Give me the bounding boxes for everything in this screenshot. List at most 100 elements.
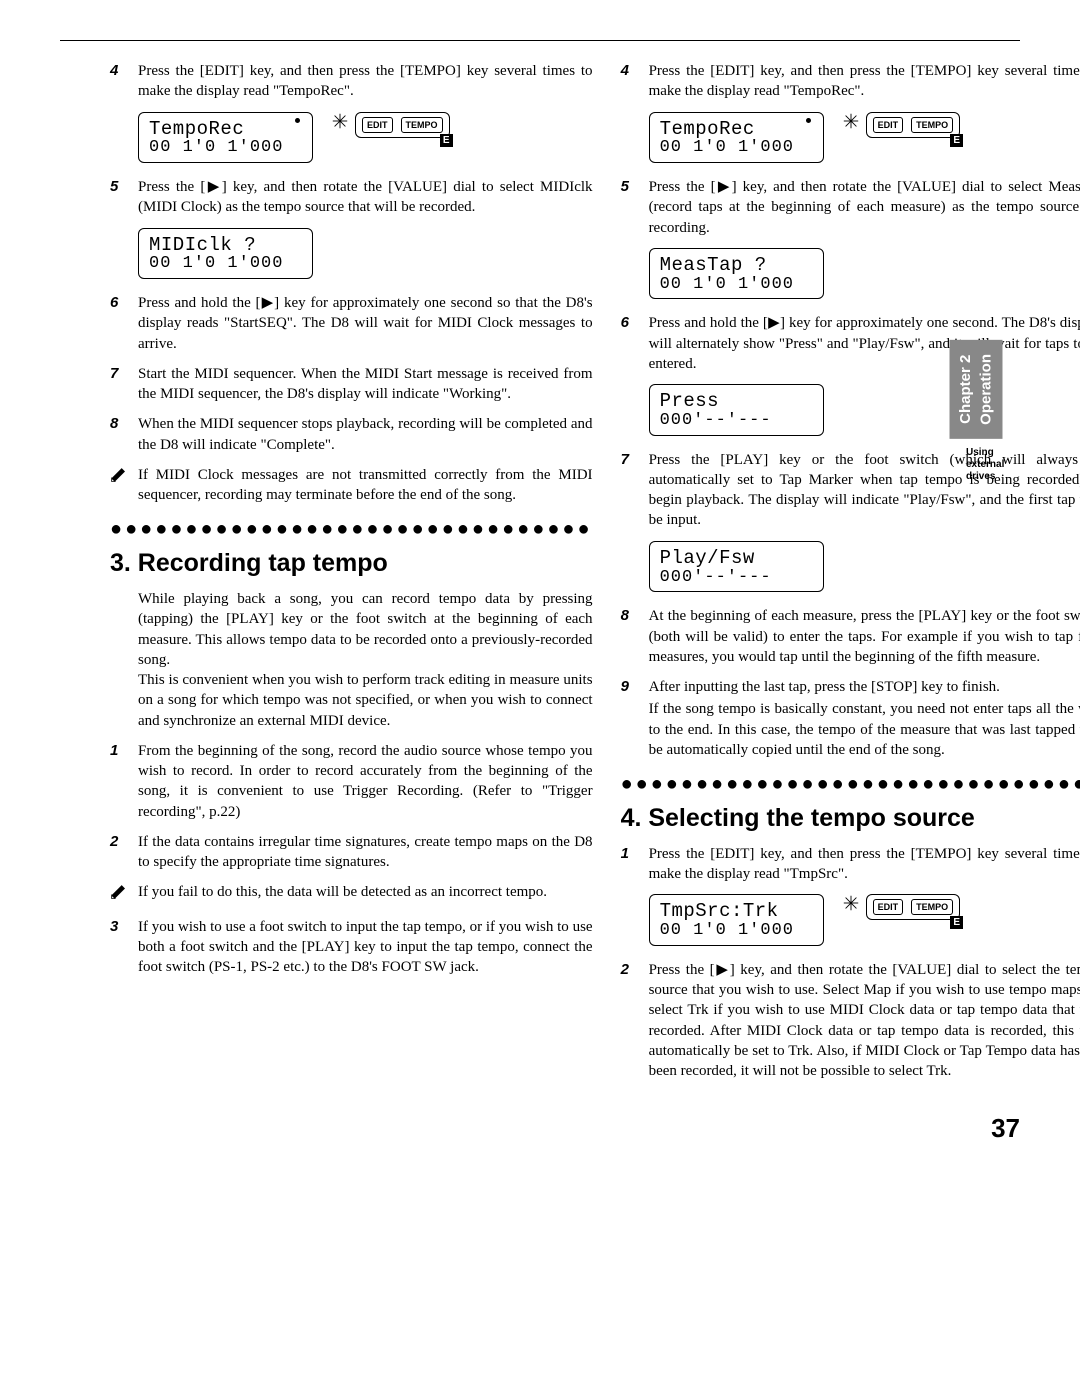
lcd-line2: 00 1'0 1'000 xyxy=(660,276,813,295)
step-number: 1 xyxy=(621,844,649,885)
content-columns: 4 Press the [EDIT] key, and then press t… xyxy=(60,61,1020,1091)
side-tab-box: Chapter 2 Operation xyxy=(950,340,1003,439)
step: 4 Press the [EDIT] key, and then press t… xyxy=(110,61,593,102)
note: If MIDI Clock messages are not transmitt… xyxy=(110,465,593,506)
step-number: 4 xyxy=(110,61,138,102)
step-number: 5 xyxy=(621,177,649,238)
tempo-key[interactable]: TEMPO xyxy=(911,117,953,133)
button-group: EDIT TEMPO E xyxy=(842,112,961,138)
step-body: Press the [EDIT] key, and then press the… xyxy=(649,61,1080,102)
note: If you fail to do this, the data will be… xyxy=(110,882,593,906)
display-row: TempoRec 00 1'0 1'000 EDIT TEMPO E xyxy=(649,112,1080,164)
lcd-line2: 000'--'--- xyxy=(660,569,813,588)
step: 5 Press the [▶] key, and then rotate the… xyxy=(621,177,1080,238)
side-tab-title: Operation xyxy=(976,354,996,425)
step-number: 8 xyxy=(621,606,649,667)
side-tab-sub: Using external drives xyxy=(950,447,1020,483)
lcd-line2: 00 1'0 1'000 xyxy=(149,255,302,274)
note-body: If you fail to do this, the data will be… xyxy=(138,882,593,906)
display-row: Play/Fsw 000'--'--- xyxy=(649,541,1080,593)
side-tab-chapter: Chapter 2 xyxy=(956,354,976,425)
lcd-line1: Press xyxy=(660,391,813,412)
lcd-line1: TempoRec xyxy=(149,119,302,140)
lcd-display: TempoRec 00 1'0 1'000 xyxy=(649,112,824,164)
step-number: 6 xyxy=(621,313,649,374)
edit-key[interactable]: EDIT xyxy=(362,117,393,133)
step-number: 6 xyxy=(110,293,138,354)
step-number: 7 xyxy=(110,364,138,405)
step: 8 At the beginning of each measure, pres… xyxy=(621,606,1080,667)
edit-key[interactable]: EDIT xyxy=(873,117,904,133)
step: 7 Start the MIDI sequencer. When the MID… xyxy=(110,364,593,405)
lcd-line1: MeasTap ? xyxy=(660,255,813,276)
step-body: If the data contains irregular time sign… xyxy=(138,832,593,873)
sparkle-icon xyxy=(842,112,860,130)
key-panel: EDIT TEMPO E xyxy=(866,894,961,920)
lcd-indicator-dot xyxy=(806,118,811,123)
step: 3 If you wish to use a foot switch to in… xyxy=(110,917,593,978)
step: 2 Press the [▶] key, and then rotate the… xyxy=(621,960,1080,1082)
step-body: Press and hold the [▶] key for approxima… xyxy=(138,293,593,354)
display-row: TmpSrc:Trk 00 1'0 1'000 EDIT TEMPO E xyxy=(649,894,1080,946)
left-column: 4 Press the [EDIT] key, and then press t… xyxy=(60,61,593,1091)
step-body: Press the [▶] key, and then rotate the [… xyxy=(649,177,1080,238)
step-number: 7 xyxy=(621,450,649,531)
lcd-line1: Play/Fsw xyxy=(660,548,813,569)
sparkle-icon xyxy=(842,894,860,912)
lcd-indicator-dot xyxy=(295,118,300,123)
display-row: TempoRec 00 1'0 1'000 EDIT TEMPO E xyxy=(138,112,593,164)
page-number: 37 xyxy=(60,1111,1020,1146)
lcd-display: TempoRec 00 1'0 1'000 xyxy=(138,112,313,164)
e-badge: E xyxy=(440,134,453,147)
section-heading: 4. Selecting the tempo source xyxy=(621,802,1080,836)
step: 6 Press and hold the [▶] key for approxi… xyxy=(110,293,593,354)
step-body: Start the MIDI sequencer. When the MIDI … xyxy=(138,364,593,405)
note-body: If MIDI Clock messages are not transmitt… xyxy=(138,465,593,506)
display-row: MIDIclk ? 00 1'0 1'000 xyxy=(138,228,593,280)
lcd-display: Press 000'--'--- xyxy=(649,384,824,436)
step-body: From the beginning of the song, record t… xyxy=(138,741,593,822)
tempo-key[interactable]: TEMPO xyxy=(401,117,443,133)
step-number: 2 xyxy=(621,960,649,1082)
lcd-line2: 00 1'0 1'000 xyxy=(660,139,813,158)
key-panel: EDIT TEMPO E xyxy=(866,112,961,138)
key-panel: EDIT TEMPO E xyxy=(355,112,450,138)
lcd-line2: 000'--'--- xyxy=(660,412,813,431)
step-body: After inputting the last tap, press the … xyxy=(649,677,1080,760)
e-badge: E xyxy=(950,916,963,929)
step-number: 4 xyxy=(621,61,649,102)
section-dots: ●●●●●●●●●●●●●●●●●●●●●●●●●●●●●●●● xyxy=(621,774,1080,794)
step-body: Press the [EDIT] key, and then press the… xyxy=(649,844,1080,885)
step-number: 9 xyxy=(621,677,649,760)
step: 1 Press the [EDIT] key, and then press t… xyxy=(621,844,1080,885)
step-number: 3 xyxy=(110,917,138,978)
step: 1 From the beginning of the song, record… xyxy=(110,741,593,822)
edit-key[interactable]: EDIT xyxy=(873,899,904,915)
tempo-key[interactable]: TEMPO xyxy=(911,899,953,915)
intro-text: While playing back a song, you can recor… xyxy=(138,589,593,731)
section-heading: 3. Recording tap tempo xyxy=(110,547,593,581)
lcd-display: TmpSrc:Trk 00 1'0 1'000 xyxy=(649,894,824,946)
lcd-display: Play/Fsw 000'--'--- xyxy=(649,541,824,593)
step-number: 5 xyxy=(110,177,138,218)
button-group: EDIT TEMPO E xyxy=(331,112,450,138)
lcd-line2: 00 1'0 1'000 xyxy=(660,922,813,941)
lcd-display: MIDIclk ? 00 1'0 1'000 xyxy=(138,228,313,280)
step: 5 Press the [▶] key, and then rotate the… xyxy=(110,177,593,218)
step-number: 2 xyxy=(110,832,138,873)
step-body: Press the [EDIT] key, and then press the… xyxy=(138,61,593,102)
display-row: MeasTap ? 00 1'0 1'000 xyxy=(649,248,1080,300)
lcd-line1: TempoRec xyxy=(660,119,813,140)
sparkle-icon xyxy=(331,112,349,130)
right-column: 4 Press the [EDIT] key, and then press t… xyxy=(621,61,1080,1091)
lcd-line1: TmpSrc:Trk xyxy=(660,901,813,922)
step-number: 1 xyxy=(110,741,138,822)
pencil-note-icon xyxy=(110,465,138,506)
lcd-display: MeasTap ? 00 1'0 1'000 xyxy=(649,248,824,300)
step-body: At the beginning of each measure, press … xyxy=(649,606,1080,667)
section-dots: ●●●●●●●●●●●●●●●●●●●●●●●●●●●●●●●● xyxy=(110,519,593,539)
e-badge: E xyxy=(950,134,963,147)
side-tab: Chapter 2 Operation Using external drive… xyxy=(950,340,1020,483)
step-body: When the MIDI sequencer stops playback, … xyxy=(138,414,593,455)
step-body: Press the [▶] key, and then rotate the [… xyxy=(649,960,1080,1082)
